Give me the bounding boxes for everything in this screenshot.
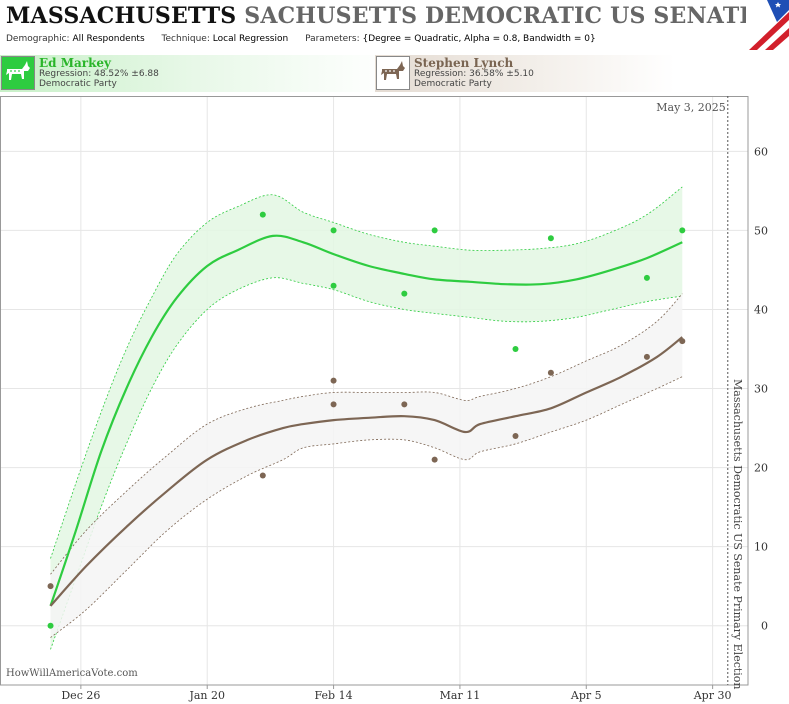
candidate-party: Democratic Party <box>39 79 117 89</box>
poll-point-ed-markey <box>47 622 54 629</box>
candidate-card-markey: Ed Markey Regression: 48.52% ±6.88 Democ… <box>0 55 390 92</box>
poll-point-stephen-lynch <box>431 456 438 463</box>
poll-point-stephen-lynch <box>259 472 266 479</box>
axes: 0 10 20 30 40 50 60 Dec 26 Jan 20 Feb 14 Mar 11 Apr… <box>0 96 768 702</box>
x-tick-label: Apr 5 <box>570 689 602 702</box>
poll-point-stephen-lynch <box>643 353 650 360</box>
poll-point-ed-markey <box>547 235 554 242</box>
site-watermark: HowWillAmericaVote.com <box>6 668 138 679</box>
trend-line-stephen-lynch <box>49 336 683 607</box>
poll-chart: 0 10 20 30 40 50 60 Dec 26 Jan 20 Feb 14 Mar 11 Apr… <box>0 96 768 702</box>
y-tick-label: 30 <box>754 383 768 396</box>
plot-frame <box>0 96 749 686</box>
right-axis-label: Massachusetts Democratic US Senate Prima… <box>731 379 744 690</box>
poll-point-stephen-lynch <box>47 583 54 590</box>
donkey-icon-shape <box>377 57 409 89</box>
poll-point-stephen-lynch <box>679 338 686 345</box>
y-tick-label: 50 <box>754 224 768 237</box>
x-tick-label: Feb 14 <box>315 689 353 702</box>
candidate-name: Stephen Lynch <box>414 56 514 70</box>
y-tick-label: 60 <box>754 145 768 158</box>
band-ed-markey <box>50 186 683 650</box>
title-state: MASSACHUSETTS <box>6 3 237 29</box>
band-stephen-lynch <box>50 293 683 638</box>
candidate-regression: Regression: 48.52% ±6.88 <box>39 69 159 79</box>
parameters-value: {Degree = Quadratic, Alpha = 0.8, Bandwi… <box>362 34 596 44</box>
donkey-icon-shape <box>2 57 34 89</box>
band-lower-stephen-lynch <box>50 376 683 638</box>
candidate-name: Ed Markey <box>39 56 112 70</box>
poll-point-stephen-lynch <box>330 401 337 408</box>
technique-label: Technique: <box>161 34 210 44</box>
x-tick-label: Mar 11 <box>440 689 481 702</box>
poll-point-ed-markey <box>259 211 266 218</box>
y-tick-label: 0 <box>761 620 768 633</box>
poll-point-stephen-lynch <box>512 432 519 439</box>
page-title: MASSACHUSETTS SACHUSETTS DEMOCRATIC US S… <box>6 3 746 29</box>
y-tick-label: 40 <box>754 303 768 316</box>
poll-point-ed-markey <box>330 227 337 234</box>
poll-point-ed-markey <box>679 227 686 234</box>
poll-point-stephen-lynch <box>547 369 554 376</box>
poll-points <box>47 211 686 629</box>
technique-value: Local Regression <box>212 34 289 44</box>
parameters-label: Parameters: <box>305 34 360 44</box>
poll-point-stephen-lynch <box>401 401 408 408</box>
poll-point-stephen-lynch <box>330 377 337 384</box>
donkey-icon <box>1 56 35 90</box>
parameters-line: Demographic: All Respondents Technique: … <box>6 34 610 44</box>
demographic-value: All Respondents <box>72 34 145 44</box>
y-tick-label: 20 <box>754 462 768 475</box>
demographic-label: Demographic: <box>6 34 70 44</box>
title-race: SACHUSETTS DEMOCRATIC US SENATE PRIM <box>244 3 746 29</box>
election-date-label: May 3, 2025 <box>656 101 726 114</box>
flag-logo-icon <box>747 0 789 50</box>
candidate-party: Democratic Party <box>414 79 492 89</box>
candidate-card-lynch: Stephen Lynch Regression: 36.58% ±5.10 D… <box>375 55 675 92</box>
x-tick-label: Jan 20 <box>188 689 225 702</box>
poll-point-ed-markey <box>330 282 337 289</box>
x-tick-label: Apr 30 <box>693 689 732 702</box>
trend-line-ed-markey <box>49 234 683 607</box>
poll-point-ed-markey <box>431 227 438 234</box>
candidate-regression: Regression: 36.58% ±5.10 <box>414 69 534 79</box>
confidence-bands <box>50 186 683 650</box>
poll-point-ed-markey <box>512 345 519 352</box>
trend-lines <box>49 234 683 607</box>
poll-point-ed-markey <box>401 290 408 297</box>
x-tick-label: Dec 26 <box>61 689 100 702</box>
donkey-icon <box>376 56 410 90</box>
header: MASSACHUSETTS SACHUSETTS DEMOCRATIC US S… <box>0 0 789 52</box>
y-tick-label: 10 <box>754 541 768 554</box>
poll-point-ed-markey <box>643 274 650 281</box>
